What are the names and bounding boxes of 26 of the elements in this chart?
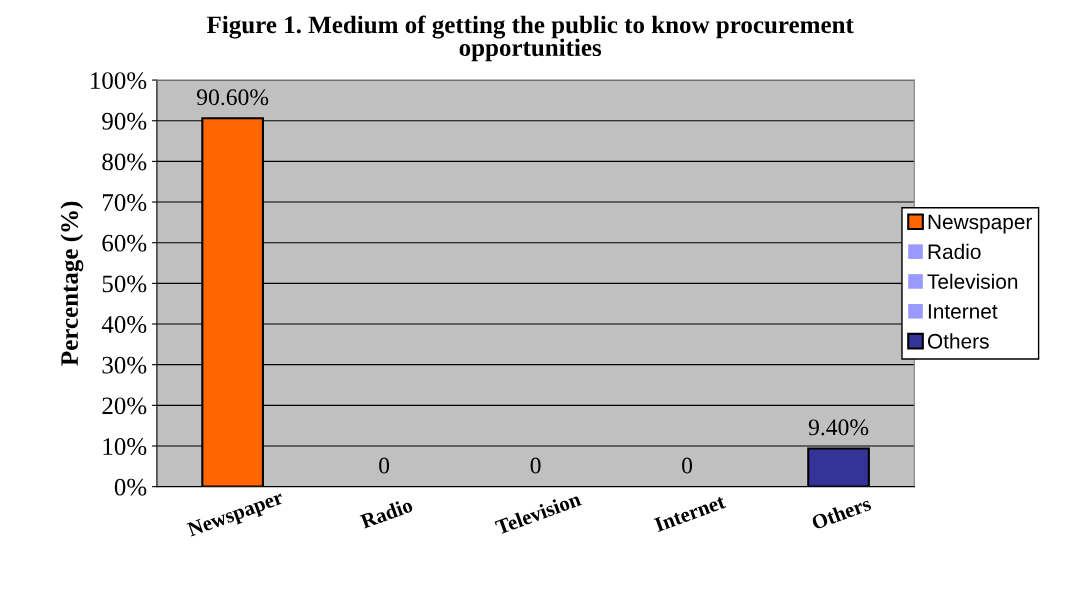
y-tick-label: 40% [101,316,147,334]
legend-label: Newspaper [928,214,1033,234]
data-label: 0 [379,457,390,474]
y-tick-label: 100% [91,72,147,90]
legend-label: Television [927,273,1018,289]
y-tick-label: 50% [102,275,147,293]
y-tick-label: 10% [103,438,147,455]
y-tick-label: 90% [102,112,147,130]
data-label: 9.40% [808,419,869,436]
data-label: 0 [530,457,541,474]
y-tick-label: 30% [102,356,147,374]
x-tick-label: Others [810,495,872,530]
chart-title: Figure 1. Medium of getting the public to know procurement opportunities [206,15,854,62]
y-axis-title: Percentage (%) [60,201,84,366]
data-label: 90.60% [196,89,269,106]
legend-label: Others [927,333,989,349]
x-tick-label: Internet [653,494,727,533]
data-label: 0 [682,457,693,474]
legend-label: Internet [928,304,998,319]
y-tick-label: 20% [102,397,147,415]
y-tick-label: 80% [102,153,147,171]
x-tick-label: Radio [359,497,414,529]
y-tick-label: 0% [114,478,147,496]
y-tick-label: 70% [102,194,147,212]
y-tick-label: 60% [102,234,147,252]
legend-label: Radio [928,243,981,260]
